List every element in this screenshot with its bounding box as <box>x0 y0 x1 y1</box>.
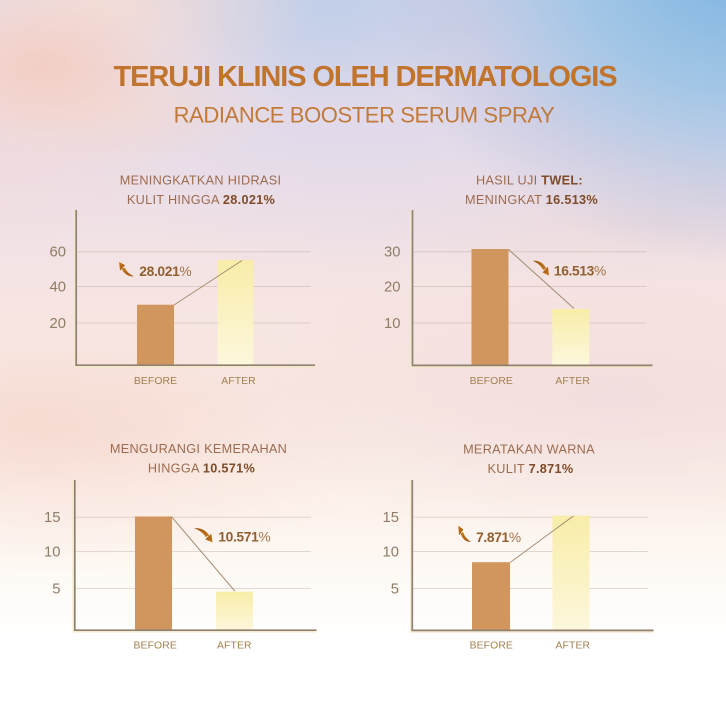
svg-text:KULIT 7.871%: KULIT 7.871% <box>488 462 574 476</box>
svg-text:MENINGKAT 16.513%: MENINGKAT 16.513% <box>465 193 598 207</box>
svg-text:KULIT HINGGA 28.021%: KULIT HINGGA 28.021% <box>127 193 275 207</box>
svg-text:MERATAKAN WARNA: MERATAKAN WARNA <box>463 443 595 457</box>
svg-text:RADIANCE BOOSTER SERUM SPRAY: RADIANCE BOOSTER SERUM SPRAY <box>174 103 556 128</box>
svg-text:MENINGKATKAN HIDRASI: MENINGKATKAN HIDRASI <box>120 174 282 188</box>
svg-text:AFTER: AFTER <box>556 641 591 652</box>
svg-text:10: 10 <box>383 544 399 560</box>
svg-text:60: 60 <box>50 245 66 261</box>
svg-text:MENGURANGI KEMERAHAN: MENGURANGI KEMERAHAN <box>110 442 287 456</box>
svg-text:10: 10 <box>384 316 400 332</box>
svg-text:10: 10 <box>44 544 60 560</box>
svg-text:15: 15 <box>44 510 60 526</box>
svg-text:20: 20 <box>384 279 400 295</box>
svg-text:15: 15 <box>383 510 399 526</box>
svg-text:HINGGA 10.571%: HINGGA 10.571% <box>148 462 255 476</box>
svg-text:7.871%: 7.871% <box>476 530 521 545</box>
svg-text:BEFORE: BEFORE <box>134 376 177 387</box>
svg-text:BEFORE: BEFORE <box>134 641 177 652</box>
svg-text:BEFORE: BEFORE <box>470 376 513 387</box>
svg-text:TERUJI KLINIS OLEH DERMATOLOGI: TERUJI KLINIS OLEH DERMATOLOGIS <box>114 61 618 93</box>
svg-text:AFTER: AFTER <box>217 641 252 652</box>
svg-text:20: 20 <box>50 316 66 332</box>
svg-text:40: 40 <box>50 279 66 295</box>
svg-text:BEFORE: BEFORE <box>470 641 513 652</box>
svg-text:10.571%: 10.571% <box>218 530 270 545</box>
svg-text:16.513%: 16.513% <box>554 264 606 279</box>
svg-text:5: 5 <box>52 581 60 597</box>
svg-text:28.021%: 28.021% <box>139 264 191 279</box>
svg-text:30: 30 <box>384 245 400 261</box>
svg-text:HASIL UJI TWEL:: HASIL UJI TWEL: <box>476 174 583 188</box>
svg-text:AFTER: AFTER <box>555 376 590 387</box>
svg-text:5: 5 <box>391 581 399 597</box>
svg-text:AFTER: AFTER <box>221 376 256 387</box>
